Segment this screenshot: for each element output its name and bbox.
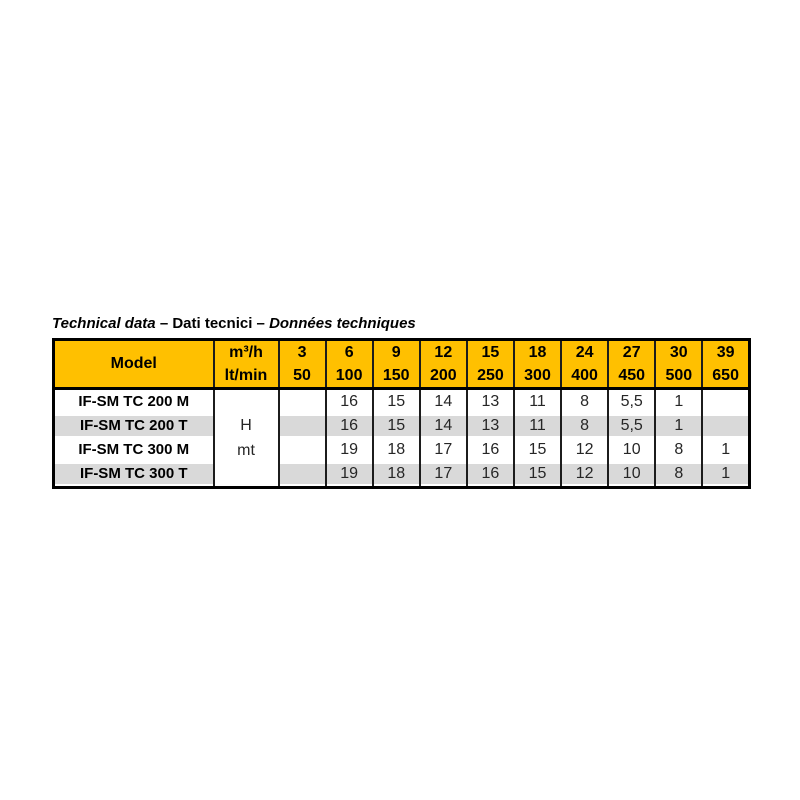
table-body: IF-SM TC 200 M H mt 16 15 14 13 11 8 5,5… [52,388,750,488]
header-row: Model m³/h lt/min 3 50 6 100 [52,339,750,390]
unit-line-h: H [240,417,252,434]
value-cell: 13 [465,388,514,414]
value-cell: 5,5 [607,414,656,438]
value-cell: 1 [701,438,750,462]
flow-ltmin: 300 [524,367,551,384]
value-cell: 16 [324,414,373,438]
datasheet-block: Technical data – Dati tecnici – Données … [52,314,751,489]
title-segment-it: Dati tecnici [172,315,253,332]
value-cell: 17 [418,462,467,488]
table-row: IF-SM TC 300 M 19 18 17 16 15 12 10 8 1 [52,438,750,462]
value-cell [277,438,326,462]
value-cell: 18 [371,462,420,488]
header-cell-flow: 27 450 [607,339,656,390]
header-cell-flow: 9 150 [371,339,420,390]
value-cell: 10 [607,438,656,462]
value-cell: 15 [512,438,562,462]
flow-m3h: 9 [391,344,401,361]
flow-m3h: 12 [434,344,453,361]
technical-data-table: Model m³/h lt/min 3 50 6 100 [52,338,751,489]
flow-ltmin: 150 [382,367,410,384]
header-cell-flow: 12 200 [418,339,467,390]
title-separator-1: – [155,315,173,332]
header-cell-flow: 6 100 [324,339,373,390]
model-cell: IF-SM TC 300 M [52,438,214,462]
value-cell: 14 [418,388,467,414]
flow-ltmin: 450 [618,367,646,384]
unit-line-mt: mt [237,442,255,459]
value-cell: 16 [465,462,514,488]
flow-m3h: 39 [716,344,735,361]
flow-m3h: 6 [344,344,354,361]
table-row: IF-SM TC 300 T 19 18 17 16 15 12 10 8 1 [52,462,750,488]
unit-top-label: m³/h [229,344,263,361]
title-segment-fr: Données techniques [269,315,416,332]
value-cell: 1 [654,414,703,438]
header-cell-flow: 3 50 [277,339,326,390]
value-cell [701,414,750,438]
title-separator-2: – [252,315,270,332]
flow-ltmin: 400 [571,367,598,384]
value-cell: 12 [560,462,609,488]
flow-m3h: 18 [528,344,547,361]
flow-m3h: 3 [297,344,307,361]
value-cell: 19 [324,438,373,462]
value-cell [277,388,326,414]
value-cell: 8 [654,462,703,488]
header-cell-flow: 18 300 [512,339,562,390]
flow-ltmin: 200 [429,367,457,384]
value-cell: 1 [654,388,703,414]
value-cell: 13 [465,414,514,438]
table-header: Model m³/h lt/min 3 50 6 100 [52,339,750,390]
value-cell: 11 [512,388,562,414]
flow-m3h: 15 [481,344,500,361]
value-cell: 18 [371,438,420,462]
value-cell [277,462,326,488]
flow-m3h: 27 [622,344,641,361]
header-cell-flow: 30 500 [654,339,703,390]
header-cell-flow: 15 250 [465,339,514,390]
flow-ltmin: 500 [665,367,693,384]
value-cell: 12 [560,438,609,462]
value-cell: 10 [607,462,656,488]
value-cell: 14 [418,414,467,438]
value-cell: 5,5 [607,388,656,414]
title-segment-en: Technical data [52,315,156,332]
flow-ltmin: 650 [712,367,739,384]
value-cell: 8 [560,414,609,438]
header-cell-model: Model [52,339,214,390]
value-cell [701,388,750,414]
value-cell: 16 [324,388,373,414]
unit-bottom-label: lt/min [224,367,268,384]
header-cell-units: m³/h lt/min [212,339,279,390]
model-header-label: Model [110,355,157,372]
value-cell: 15 [371,414,420,438]
table-title: Technical data – Dati tecnici – Données … [52,314,748,334]
flow-m3h: 24 [575,344,594,361]
flow-ltmin: 50 [293,367,311,384]
value-cell: 17 [418,438,467,462]
header-cell-flow: 24 400 [560,339,609,390]
value-cell: 16 [465,438,514,462]
value-cell: 8 [654,438,703,462]
value-cell: 19 [324,462,373,488]
value-cell: 1 [701,462,750,488]
table-row: IF-SM TC 200 M H mt 16 15 14 13 11 8 5,5… [52,388,750,488]
head-unit-merged-cell: H mt [212,388,279,488]
flow-ltmin: 250 [477,367,504,384]
flow-m3h: 30 [669,344,688,361]
value-cell: 15 [512,462,562,488]
value-cell: 15 [371,388,420,414]
value-cell: 11 [512,414,562,438]
flow-ltmin: 100 [335,367,363,384]
model-cell: IF-SM TC 200 M [52,388,214,414]
model-cell: IF-SM TC 200 T [52,414,214,438]
model-cell: IF-SM TC 300 T [52,462,214,488]
value-cell: 8 [560,388,609,414]
header-cell-flow: 39 650 [701,339,750,390]
table-row: IF-SM TC 200 T 16 15 14 13 11 8 5,5 1 [52,414,750,438]
value-cell [277,414,326,438]
